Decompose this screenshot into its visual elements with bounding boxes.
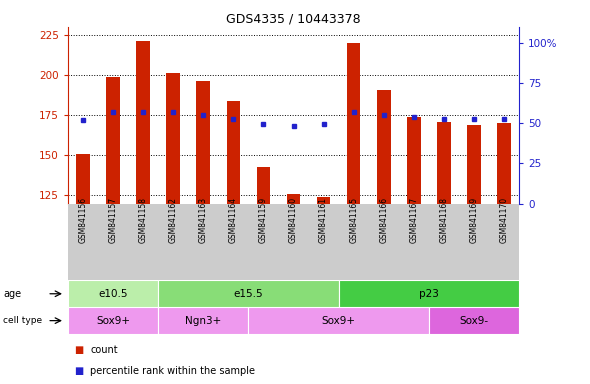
- Text: Ngn3+: Ngn3+: [185, 316, 221, 326]
- Text: ■: ■: [74, 345, 83, 355]
- Bar: [377, 89, 391, 204]
- Bar: [166, 73, 180, 204]
- Text: count: count: [90, 345, 118, 355]
- Text: e15.5: e15.5: [234, 289, 263, 299]
- Text: Sox9+: Sox9+: [96, 316, 130, 326]
- Bar: [248, 307, 429, 334]
- Bar: [467, 125, 481, 204]
- Bar: [136, 41, 150, 204]
- Bar: [227, 101, 240, 204]
- Bar: [196, 81, 210, 204]
- Bar: [158, 280, 339, 307]
- Text: age: age: [3, 289, 21, 299]
- Bar: [407, 117, 421, 204]
- Text: cell type: cell type: [3, 316, 42, 325]
- Text: ■: ■: [74, 366, 83, 376]
- Bar: [429, 307, 519, 334]
- Bar: [339, 280, 519, 307]
- Text: e10.5: e10.5: [98, 289, 128, 299]
- Bar: [347, 43, 360, 204]
- Text: Sox9+: Sox9+: [322, 316, 356, 326]
- Bar: [257, 167, 270, 204]
- Text: percentile rank within the sample: percentile rank within the sample: [90, 366, 255, 376]
- Title: GDS4335 / 10443378: GDS4335 / 10443378: [226, 13, 361, 26]
- Bar: [76, 154, 90, 204]
- Bar: [68, 280, 158, 307]
- Text: Sox9-: Sox9-: [460, 316, 489, 326]
- Bar: [158, 307, 248, 334]
- Bar: [497, 123, 511, 204]
- Bar: [68, 307, 158, 334]
- Bar: [437, 122, 451, 204]
- Text: p23: p23: [419, 289, 439, 299]
- Bar: [106, 77, 120, 204]
- Bar: [287, 194, 300, 204]
- Bar: [317, 197, 330, 204]
